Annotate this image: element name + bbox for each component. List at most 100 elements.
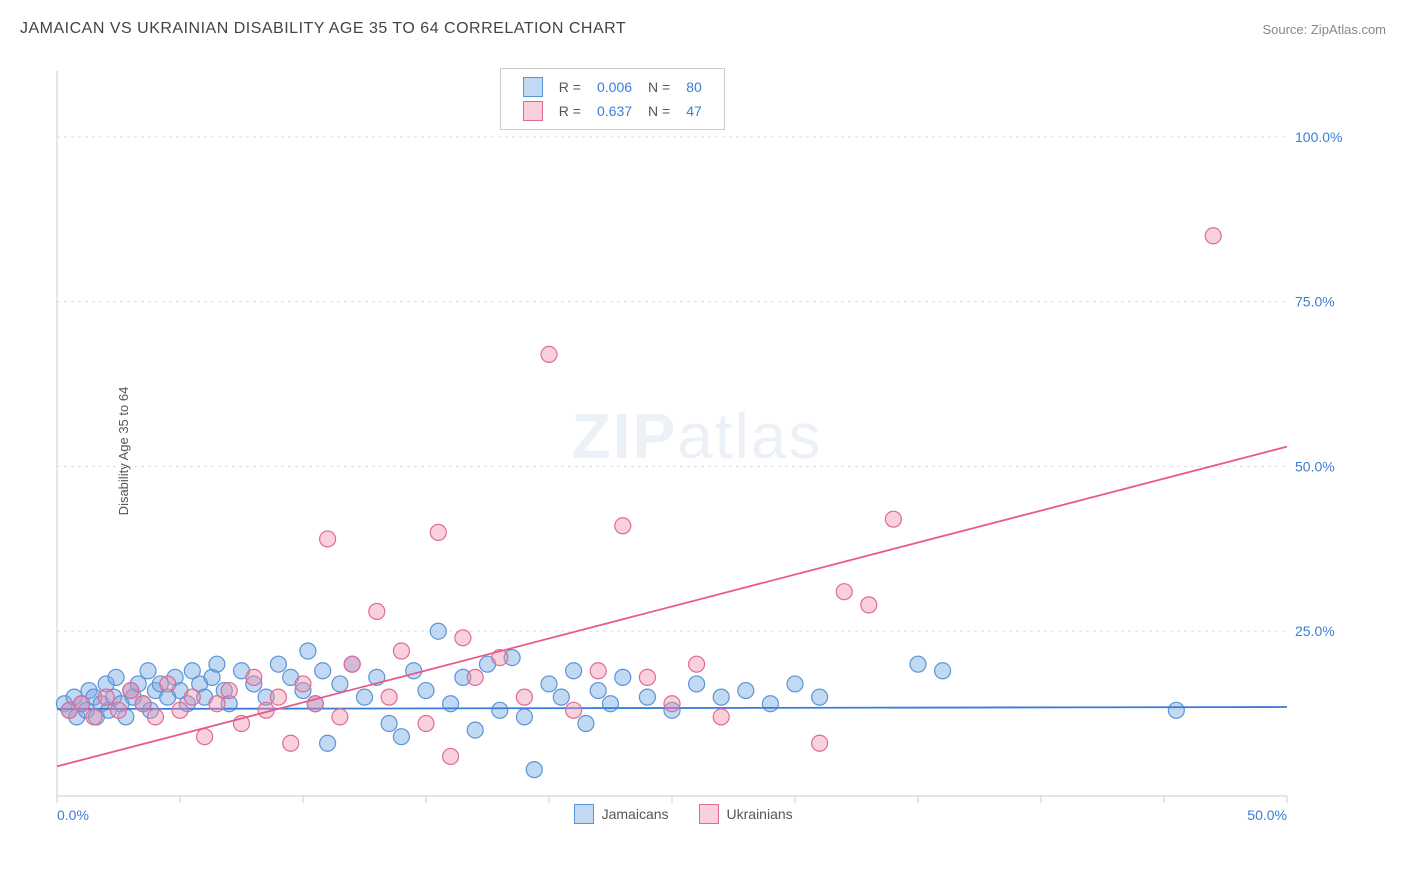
scatter-point: [86, 709, 102, 725]
scatter-point: [332, 709, 348, 725]
legend-item: Ukrainians: [699, 804, 793, 824]
x-tick-label: 50.0%: [1247, 807, 1287, 823]
page-title: JAMAICAN VS UKRAINIAN DISABILITY AGE 35 …: [20, 20, 626, 38]
scatter-point: [861, 597, 877, 613]
scatter-point: [197, 729, 213, 745]
stats-row: R =0.006N =80: [515, 75, 710, 99]
legend-swatch: [699, 804, 719, 824]
scatter-point: [713, 709, 729, 725]
scatter-point: [467, 669, 483, 685]
n-label: N =: [640, 75, 678, 99]
statistics-legend: R =0.006N =80R =0.637N =47: [500, 68, 725, 130]
r-label: R =: [551, 75, 589, 99]
scatter-point: [553, 689, 569, 705]
scatter-point: [541, 676, 557, 692]
legend-swatch: [574, 804, 594, 824]
scatter-point: [443, 696, 459, 712]
scatter-point: [209, 696, 225, 712]
scatter-point: [418, 716, 434, 732]
scatter-point: [578, 716, 594, 732]
scatter-point: [135, 696, 151, 712]
source-attribution: Source: ZipAtlas.com: [1262, 22, 1386, 37]
legend-swatch: [523, 101, 543, 121]
scatter-point: [639, 669, 655, 685]
scatter-point: [270, 656, 286, 672]
scatter-point: [393, 729, 409, 745]
r-value: 0.006: [589, 75, 640, 99]
scatter-point: [526, 762, 542, 778]
scatter-point: [111, 702, 127, 718]
scatter-point: [381, 716, 397, 732]
scatter-point: [787, 676, 803, 692]
scatter-point: [320, 735, 336, 751]
r-label: R =: [551, 99, 589, 123]
scatter-point: [541, 346, 557, 362]
n-value: 80: [678, 75, 710, 99]
scatter-chart: 25.0%50.0%75.0%100.0%0.0%50.0%: [47, 66, 1347, 836]
scatter-point: [147, 709, 163, 725]
scatter-point: [357, 689, 373, 705]
scatter-point: [1168, 702, 1184, 718]
scatter-point: [184, 689, 200, 705]
scatter-point: [295, 676, 311, 692]
chart-container: Disability Age 35 to 64 ZIPatlas 25.0%50…: [47, 66, 1347, 836]
scatter-point: [98, 689, 114, 705]
scatter-point: [221, 683, 237, 699]
scatter-point: [320, 531, 336, 547]
scatter-point: [344, 656, 360, 672]
legend-item: Jamaicans: [574, 804, 669, 824]
scatter-point: [443, 748, 459, 764]
scatter-point: [836, 584, 852, 600]
r-value: 0.637: [589, 99, 640, 123]
y-tick-label: 100.0%: [1295, 129, 1342, 145]
y-tick-label: 25.0%: [1295, 623, 1335, 639]
scatter-point: [590, 683, 606, 699]
scatter-point: [885, 511, 901, 527]
scatter-point: [300, 643, 316, 659]
legend-label: Jamaicans: [602, 806, 669, 822]
scatter-point: [369, 603, 385, 619]
scatter-point: [762, 696, 778, 712]
scatter-point: [270, 689, 286, 705]
scatter-point: [812, 689, 828, 705]
series-legend: Jamaicans Ukrainians: [574, 804, 823, 827]
scatter-point: [283, 735, 299, 751]
scatter-point: [516, 709, 532, 725]
scatter-point: [1205, 228, 1221, 244]
scatter-point: [393, 643, 409, 659]
scatter-point: [74, 696, 90, 712]
scatter-point: [430, 524, 446, 540]
legend-swatch: [523, 77, 543, 97]
scatter-point: [406, 663, 422, 679]
scatter-point: [910, 656, 926, 672]
scatter-point: [664, 696, 680, 712]
scatter-point: [418, 683, 434, 699]
stats-row: R =0.637N =47: [515, 99, 710, 123]
scatter-point: [467, 722, 483, 738]
scatter-point: [209, 656, 225, 672]
scatter-point: [689, 656, 705, 672]
scatter-point: [590, 663, 606, 679]
scatter-point: [123, 683, 139, 699]
scatter-point: [615, 669, 631, 685]
scatter-point: [455, 630, 471, 646]
y-axis-label: Disability Age 35 to 64: [116, 387, 131, 516]
x-tick-label: 0.0%: [57, 807, 89, 823]
y-tick-label: 75.0%: [1295, 294, 1335, 310]
scatter-point: [713, 689, 729, 705]
scatter-point: [689, 676, 705, 692]
scatter-point: [516, 689, 532, 705]
n-value: 47: [678, 99, 710, 123]
scatter-point: [430, 623, 446, 639]
scatter-point: [160, 676, 176, 692]
scatter-point: [566, 663, 582, 679]
scatter-point: [639, 689, 655, 705]
scatter-point: [935, 663, 951, 679]
scatter-point: [615, 518, 631, 534]
scatter-point: [108, 669, 124, 685]
scatter-point: [381, 689, 397, 705]
scatter-point: [172, 702, 188, 718]
scatter-point: [246, 669, 262, 685]
scatter-point: [140, 663, 156, 679]
scatter-point: [738, 683, 754, 699]
